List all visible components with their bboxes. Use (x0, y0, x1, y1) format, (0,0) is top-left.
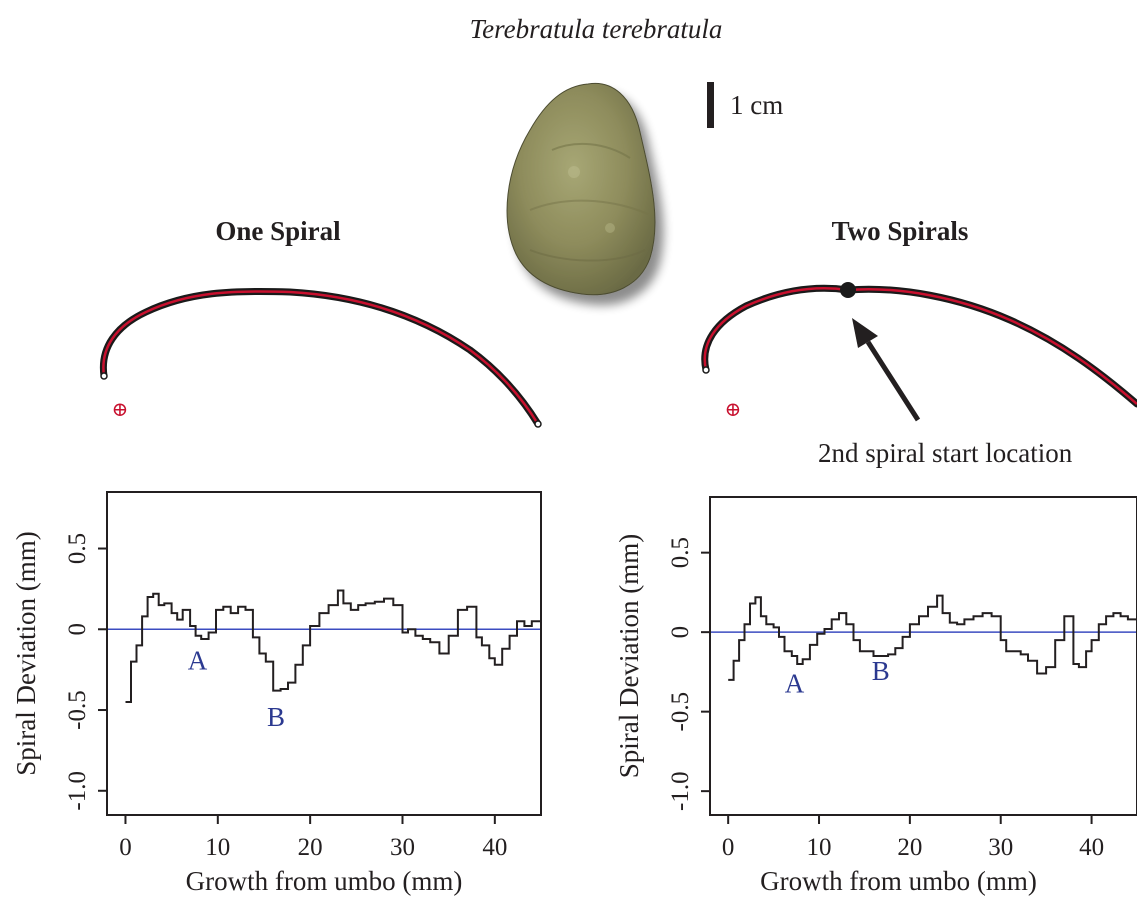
deviation-chart-two-spirals: 0 10 20 30 40 0.5 0 -0.5 -1.0 Growth from umbo (m… (614, 496, 1137, 896)
brachiopod-shell-image (506, 82, 656, 296)
panel-heading-two-spirals: Two Spirals (832, 216, 969, 246)
y-tick-label: 0 (64, 623, 91, 636)
deviation-series-line (728, 594, 1137, 681)
point-annotation-b: B (872, 656, 890, 686)
y-tick-label: -0.5 (64, 690, 91, 730)
x-axis-label: Growth from umbo (mm) (186, 866, 463, 896)
x-tick-label: 0 (119, 834, 132, 861)
second-spiral-start-dot (840, 282, 856, 298)
annotation-arrow (852, 318, 921, 422)
x-axis-label: Growth from umbo (mm) (760, 866, 1037, 896)
plot-frame (106, 491, 542, 816)
x-tick-label: 20 (298, 834, 323, 861)
y-tick-label: -0.5 (667, 692, 694, 732)
outline-one-spiral (99, 287, 542, 428)
spiral-fit-line (703, 287, 1137, 405)
deviation-chart-one-spiral: 0 10 20 30 40 0.5 0 -0.5 -1.0 Growth from umbo (m… (11, 491, 542, 896)
y-tick-label: 0.5 (64, 533, 91, 564)
x-tick-label: 30 (390, 834, 415, 861)
scale-bar (707, 82, 714, 128)
origin-marker-two-spirals: ⊕ (725, 399, 742, 421)
x-tick-label: 30 (988, 834, 1013, 861)
x-tick-label: 10 (807, 834, 832, 861)
x-tick-label: 40 (1079, 834, 1104, 861)
outline-two-spirals (701, 282, 1137, 408)
origin-marker-one-spiral: ⊕ (112, 399, 129, 421)
point-annotation-a: A (785, 669, 805, 699)
scale-bar-label: 1 cm (730, 90, 783, 120)
y-tick-label: 0.5 (667, 537, 694, 568)
annotation-second-spiral-start: 2nd spiral start location (818, 438, 1073, 468)
point-annotation-a: A (188, 646, 208, 676)
y-tick-label: 0 (667, 626, 694, 639)
x-tick-label: 40 (482, 834, 507, 861)
x-tick-label: 0 (722, 834, 735, 861)
point-annotation-b: B (267, 702, 285, 732)
deviation-series-line (125, 589, 542, 703)
y-axis-label: Spiral Deviation (mm) (614, 534, 644, 778)
panel-heading-one-spiral: One Spiral (215, 216, 341, 246)
y-tick-label: -1.0 (64, 771, 91, 811)
figure-title: Terebratula terebratula (470, 14, 723, 44)
x-tick-label: 20 (897, 834, 922, 861)
x-tick-label: 10 (205, 834, 230, 861)
spiral-fit-line (102, 290, 540, 425)
plot-frame (709, 496, 1137, 816)
y-tick-label: -1.0 (667, 771, 694, 811)
y-axis-label: Spiral Deviation (mm) (11, 531, 41, 775)
